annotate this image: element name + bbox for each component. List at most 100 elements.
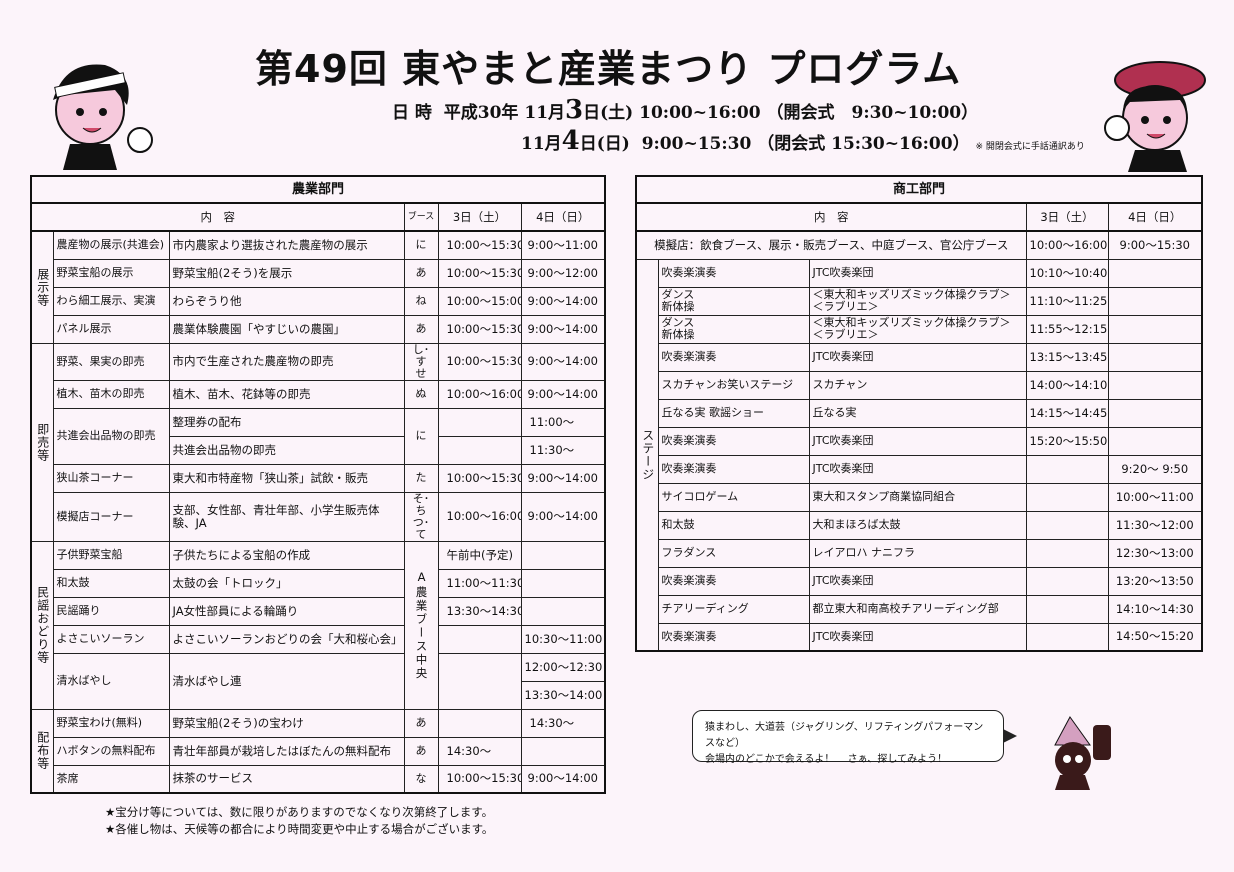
cell-item: 和太鼓 [657, 510, 810, 540]
cell-day4 [1107, 370, 1203, 400]
schedule-day1: 日 時 平成30年 11月3日(土) 10:00~16:00 （開会式 9:30… [392, 96, 1085, 127]
cell-day3: 11:00～11:30 [437, 568, 522, 598]
cell-day4: 9:00～14:00 [520, 491, 606, 542]
cell-item: わら細工展示、実演 [52, 286, 170, 316]
bubble-text: 猿まわし、大道芸（ジャグリング、リフティングパフォーマンスなど） [705, 722, 984, 749]
cell-desc: JTC吹奏楽団 [808, 566, 1027, 596]
day: 3 [565, 95, 584, 125]
table-row: 吹奏楽演奏 JTC吹奏楽団 9:20～ 9:50 [636, 454, 1203, 484]
table-row: 丘なる実 歌謡ショー 丘なる実 14:15～14:45 [636, 398, 1203, 428]
cell-day4 [520, 540, 606, 570]
table-row: 13:30～14:00 [31, 680, 606, 710]
cell-day4: 11:30～12:00 [1107, 510, 1203, 540]
cell-item: 吹奏楽演奏 [657, 454, 810, 484]
cell-booth: に [403, 407, 439, 465]
table-row: 和太鼓 大和まほろば太鼓 11:30～12:00 [636, 510, 1203, 540]
cell-day4: 10:30～11:00 [520, 624, 606, 654]
cell-day4: 9:00～11:00 [520, 230, 606, 260]
ceremony: （閉会式 15:30~16:00） [757, 134, 970, 154]
category-label: 即売等 [30, 342, 54, 542]
cell-day3: 10:10～10:40 [1025, 258, 1109, 288]
era: 平成30年 [443, 103, 519, 123]
cell-desc: 東大和スタンプ商業協同組合 [808, 482, 1027, 512]
category-label: 民謡おどり等 [30, 540, 54, 710]
cell-item: ダンス 新体操 [657, 314, 810, 344]
cell-booth: そ･ち つ･て [403, 491, 439, 542]
cell-booth: に [403, 230, 439, 260]
cell-day3: 14:30～ [437, 736, 522, 766]
ceremony: （開会式 9:30~10:00） [766, 103, 979, 123]
cell-day3: 11:55～12:15 [1025, 314, 1109, 344]
table-row: 野菜宝船の展示 野菜宝船(2そう)を展示あ 10:00～15:30 9:00～12:0… [31, 258, 606, 288]
cell-booth: あ [403, 708, 439, 738]
cell-day3 [1025, 454, 1109, 484]
table-row: 民謡おどり等 子供野菜宝船 子供たちによる宝船の作成 A農業ブース中央 午前中(予定) [30, 540, 606, 710]
cell-day4: 12:00～12:30 [520, 652, 606, 682]
table-row: 即売等 野菜、果実の即売 市内で生産された農産物の即売 し･す せ 10:00～15:3… [30, 342, 606, 542]
table-row: ダンス 新体操 ＜東大和キッズリズミック体操クラブ＞ ＜ラブリエ＞ 11:10～11… [636, 286, 1203, 316]
cell-day4: 12:30～13:00 [1107, 538, 1203, 568]
cell-day3 [1025, 538, 1109, 568]
cell-item: ハボタンの無料配布 [52, 736, 170, 766]
table-row: フラダンス レイアロハ ナニフラ 12:30～13:00 [636, 538, 1203, 568]
table-title: 農業部門 [30, 175, 606, 204]
cell-day3: 10:00～15:30 [437, 764, 522, 794]
cell-item: 野菜宝わけ(無料) [52, 708, 170, 738]
cell-item: 植木、苗木の即売 [52, 379, 170, 409]
table-row: チアリーディング 都立東大和南高校チアリーディング部 14:10～14:30 [636, 594, 1203, 624]
cell-item: 農産物の展示(共進会) [52, 230, 170, 260]
cell-desc: 野菜宝船(2そう)の宝わけ [168, 708, 405, 738]
cell-day3: 10:00～15:00 [437, 286, 522, 316]
cell-desc: ＜東大和キッズリズミック体操クラブ＞ ＜ラブリエ＞ [808, 286, 1027, 316]
table-row: よさこいソーラン よさこいソーランおどりの会「大和桜心会」 10:30～11:00 [31, 624, 606, 654]
cell-day4 [1107, 426, 1203, 456]
table-row: 茶席 抹茶のサービスな 10:00～15:30 9:00～14:00 [31, 764, 606, 794]
table-row: 吹奏楽演奏 JTC吹奏楽団 14:50～15:20 [636, 622, 1203, 652]
cell-day3: 10:00～15:30 [437, 342, 522, 381]
header-day4: 4日（日） [520, 202, 606, 232]
cell-day3: 10:00～16:00 [437, 379, 522, 409]
time: 9:00~15:30 [641, 134, 752, 154]
cell-day4: 14:10～14:30 [1107, 594, 1203, 624]
monkey-mascot-icon [1054, 716, 1111, 790]
cell-desc: レイアロハ ナニフラ [808, 538, 1027, 568]
cell-desc: 太鼓の会「トロック」 [168, 568, 405, 598]
cell-day3: 11:10～11:25 [1025, 286, 1109, 316]
agriculture-table: 農業部門 内 容 ブース 3日（土） 4日（日） 展示等 農産物の展示(共進会) 市… [30, 175, 607, 794]
cell-day3 [437, 435, 522, 465]
cell-item: 吹奏楽演奏 [657, 566, 810, 596]
cell-day4 [1107, 342, 1203, 372]
cell-day4 [520, 568, 606, 598]
cell-item: サイコロゲーム [657, 482, 810, 512]
cell-item: チアリーディング [657, 594, 810, 624]
cell-item: 子供野菜宝船 [52, 540, 170, 570]
cell-day4: 9:00～14:00 [520, 342, 606, 381]
cell-desc: わらぞうり他 [168, 286, 405, 316]
category-label: 配布等 [30, 708, 54, 794]
cell-day4: 9:00～14:00 [520, 314, 606, 344]
cell-day4: 14:50～15:20 [1107, 622, 1203, 652]
header-booth: ブース [403, 202, 439, 232]
table-row: 模擬店：飲食ブース、展示・販売ブース、中庭ブース、官公庁ブース 10:00～16:… [635, 230, 1203, 260]
cell-desc: JTC吹奏楽団 [808, 622, 1027, 652]
cell-desc: 市内で生産された農産物の即売 [168, 342, 405, 381]
cell-day4: 9:00～14:00 [520, 764, 606, 794]
cell-item: 茶席 [52, 764, 170, 794]
cell-day3: 10:00～16:00 [437, 491, 522, 542]
cell-item: 和太鼓 [52, 568, 170, 598]
cell-day3 [1025, 594, 1109, 624]
cell-desc: JTC吹奏楽団 [808, 426, 1027, 456]
cell-desc: 丘なる実 [808, 398, 1027, 428]
cell-day4: 10:00～11:00 [1107, 482, 1203, 512]
header-day3: 3日（土） [1025, 202, 1109, 232]
cell-day4: 9:00～12:00 [520, 258, 606, 288]
cell-booth: あ [403, 314, 439, 344]
cell-desc: 野菜宝船(2そう)を展示 [168, 258, 405, 288]
cell-day3: 10:00～15:30 [437, 314, 522, 344]
cell-day4: 13:30～14:00 [520, 680, 606, 710]
cell-item: パネル展示 [52, 314, 170, 344]
speech-bubble: 猿まわし、大道芸（ジャグリング、リフティングパフォーマンスなど） 会場内のどこか… [692, 710, 1017, 765]
cell-item: ダンス 新体操 [657, 286, 810, 316]
cell-desc: JTC吹奏楽団 [808, 342, 1027, 372]
cell-item: 民謡踊り [52, 596, 170, 626]
